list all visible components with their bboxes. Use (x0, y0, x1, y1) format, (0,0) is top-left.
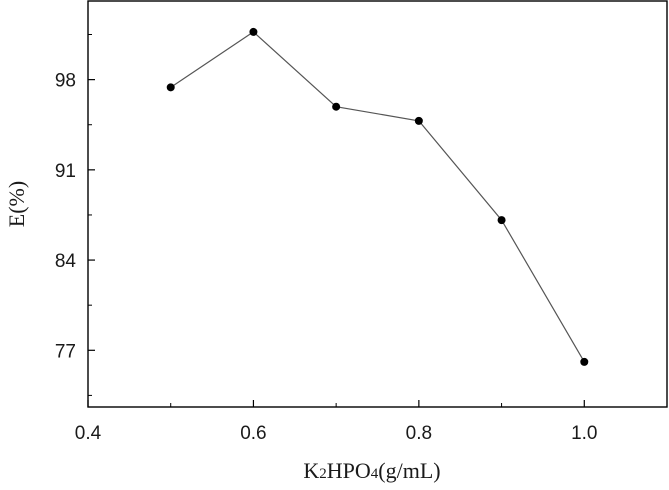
x-tick-label: 0.8 (406, 423, 432, 444)
y-tick-label: 84 (55, 251, 77, 272)
y-axis-label: E(%) (4, 181, 29, 227)
y-tick-label: 91 (55, 161, 76, 182)
x-tick-label: 0.4 (75, 423, 102, 444)
x-tick-label: 0.6 (240, 423, 266, 444)
x-tick-label: 1.0 (571, 423, 597, 444)
data-point (497, 216, 506, 225)
x-axis-label: K2HPO4(g/mL) (303, 458, 440, 483)
data-point (332, 102, 341, 111)
data-point (249, 27, 258, 36)
ticks-group: 0.4 0.6 0.8 1.0 77 84 91 98 (55, 34, 597, 444)
points-group (166, 27, 589, 366)
data-point (414, 116, 423, 125)
series-line (170, 31, 585, 363)
y-tick-label: 98 (55, 71, 76, 92)
y-tick-label: 77 (55, 341, 76, 362)
plot-frame (87, 0, 668, 408)
data-point (580, 357, 589, 366)
data-point (166, 83, 175, 92)
